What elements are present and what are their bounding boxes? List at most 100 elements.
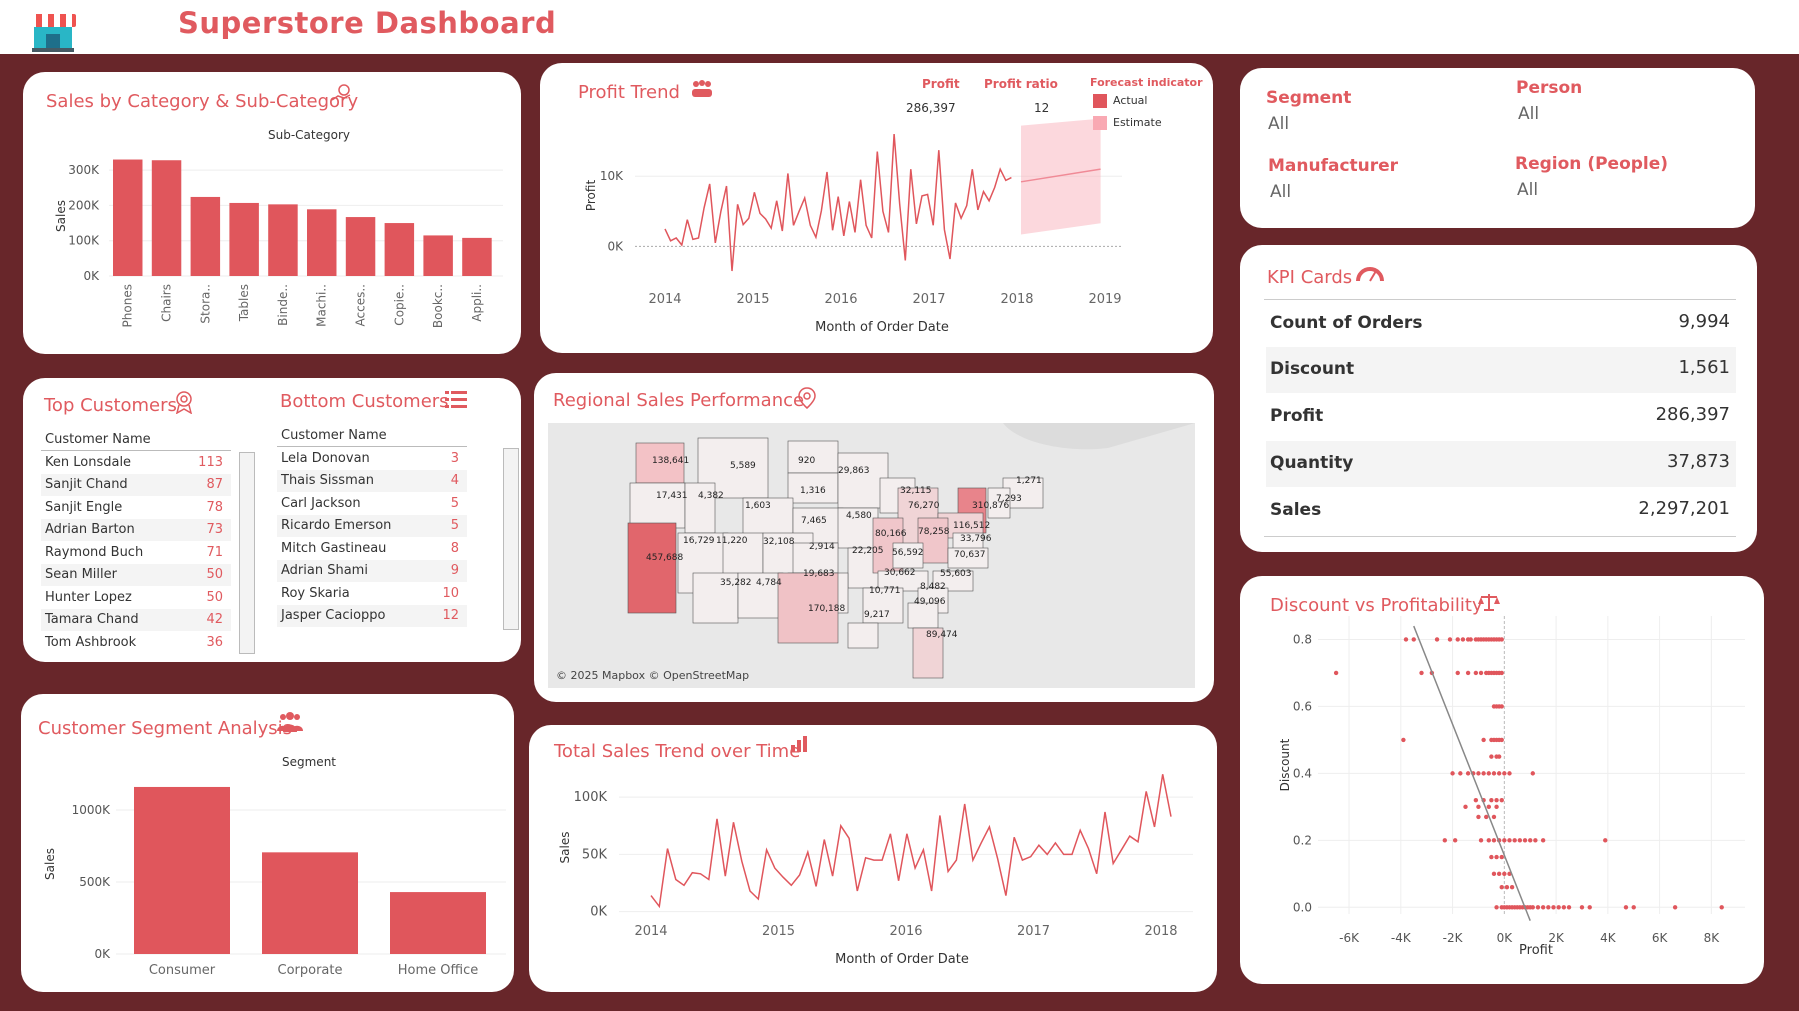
customer-count: 5 — [450, 496, 459, 511]
x-tick-label: Chairs — [160, 284, 174, 322]
table-row[interactable]: Thais Sissman 4 — [277, 470, 467, 492]
table-row[interactable]: Raymond Buch 71 — [41, 542, 231, 564]
map-attribution[interactable]: © 2025 Mapbox © OpenStreetMap — [556, 669, 750, 682]
state-sales-label: 5,589 — [730, 461, 756, 471]
table-row[interactable]: Roy Skaria 10 — [277, 583, 467, 605]
table-row[interactable]: Tom Ashbrook 36 — [41, 632, 231, 654]
manufacturer-filter-value[interactable]: All — [1270, 182, 1292, 202]
table-row[interactable]: Ricardo Emerson 5 — [277, 515, 467, 537]
customer-count: 42 — [206, 612, 223, 627]
y-axis-label: Profit — [584, 180, 598, 212]
table-row[interactable]: Jasper Cacioppo 12 — [277, 605, 467, 627]
scatter-point — [1486, 838, 1491, 843]
x-tick-label: Phones — [121, 284, 135, 327]
x-tick-label: -2K — [1443, 931, 1464, 945]
y-tick-label: 0.6 — [1293, 699, 1312, 713]
state-sales-label: 4,382 — [698, 491, 724, 501]
customer-count: 71 — [206, 545, 223, 560]
segment-filter-value[interactable]: All — [1268, 114, 1290, 134]
state-sales-label: 1,271 — [1016, 476, 1042, 486]
scatter-point — [1528, 838, 1533, 843]
table-row[interactable]: Tamara Chand 42 — [41, 609, 231, 631]
bar — [229, 202, 259, 276]
state-shape — [932, 570, 974, 592]
table-row[interactable]: Sean Miller 50 — [41, 564, 231, 586]
scatter-point — [1494, 905, 1499, 910]
state-shape — [847, 622, 879, 649]
x-axis-label: Month of Order Date — [835, 952, 969, 967]
y-tick-label: 300K — [68, 163, 100, 177]
state-sales-label: 4,784 — [756, 578, 782, 588]
kpi-row-discount: Discount 1,561 — [1266, 347, 1736, 393]
table-row[interactable]: Carl Jackson 5 — [277, 493, 467, 515]
region-filter-value[interactable]: All — [1517, 180, 1539, 200]
table-row[interactable]: Adrian Shami 9 — [277, 560, 467, 582]
legend-estimate[interactable]: Estimate — [1093, 116, 1162, 130]
profit-ratio-label: Profit ratio — [984, 77, 1058, 91]
state-sales-label: 138,641 — [652, 456, 689, 466]
table-row[interactable]: Lela Donovan 3 — [277, 448, 467, 470]
sub-category-header: Sub-Category — [268, 128, 350, 142]
us-sales-map[interactable]: 138,641 5,589 920 17,431 4,382 1,316 29,863 32,… — [548, 423, 1195, 688]
x-axis-label: Month of Order Date — [815, 320, 949, 335]
state-sales-label: 70,637 — [954, 550, 986, 560]
scatter-point — [1491, 838, 1497, 843]
bar-chart-icon — [791, 736, 807, 752]
top-customers-table[interactable]: Customer Name Ken Lonsdale 113 Sanjit Cha… — [41, 432, 255, 654]
scatter-point — [1411, 637, 1416, 642]
table-row[interactable]: Adrian Barton 73 — [41, 519, 231, 541]
discount-scatter-chart[interactable]: 0.0 0.2 0.4 0.6 0.8 -6K -4K -2K 0K 2K 4K 6K 8K Discou… — [1240, 576, 1764, 984]
top-header-divider — [41, 450, 231, 451]
bar — [462, 237, 492, 276]
table-row[interactable]: Mitch Gastineau 8 — [277, 538, 467, 560]
sales-by-category-chart[interactable]: 0K 100K 200K 300K Sales Phones Chairs Stora.. Ta… — [23, 72, 521, 354]
customer-count: 12 — [442, 608, 459, 623]
scatter-point — [1491, 771, 1497, 776]
table-row[interactable]: Hunter Lopez 50 — [41, 587, 231, 609]
dashboard-header: Superstore Dashboard — [0, 0, 1799, 54]
scatter-point — [1450, 771, 1455, 776]
scatter-point — [1507, 838, 1512, 843]
sales-trend-chart[interactable]: 0K 50K 100K Sales 2014 2015 2016 2017 2018 Month … — [529, 725, 1217, 992]
bottom-customers-scrollbar[interactable] — [503, 448, 519, 630]
sales-trend-card: Total Sales Trend over Time 0K 50K 100K Sal… — [529, 725, 1217, 992]
table-row[interactable]: Ken Lonsdale 113 — [41, 452, 231, 474]
x-tick-label: 0K — [1497, 931, 1514, 945]
table-row[interactable]: Sanjit Engle 78 — [41, 497, 231, 519]
scatter-point — [1631, 905, 1636, 910]
x-tick-label: 2K — [1548, 931, 1565, 945]
customer-count: 4 — [450, 473, 459, 488]
state-sales-label: 76,270 — [908, 501, 940, 511]
x-tick-label: 2014 — [634, 924, 667, 939]
top-customers-scrollbar[interactable] — [239, 452, 255, 654]
profit-ratio-value: 12 — [1034, 101, 1050, 115]
location-pin-icon — [798, 387, 816, 409]
customer-count: 36 — [206, 635, 223, 650]
table-row[interactable]: Sanjit Chand 87 — [41, 474, 231, 496]
bottom-customers-title: Bottom Customers — [280, 391, 449, 412]
bar — [384, 223, 415, 276]
segment-chart[interactable]: 0K 500K 1000K Sales Consumer Corporate Home Of… — [21, 694, 514, 992]
scatter-point — [1403, 637, 1409, 642]
bottom-customers-table[interactable]: Customer Name Lela Donovan 3 Thais Sissma… — [277, 428, 519, 630]
state-shape — [947, 547, 989, 569]
manufacturer-filter-label: Manufacturer — [1268, 156, 1399, 176]
y-tick-label: 100K — [574, 790, 608, 805]
customer-name: Hunter Lopez — [45, 590, 132, 605]
scatter-point — [1494, 804, 1499, 810]
person-filter-value[interactable]: All — [1518, 104, 1540, 124]
scatter-point — [1434, 637, 1440, 642]
state-sales-label: 55,603 — [940, 569, 972, 579]
legend-actual[interactable]: Actual — [1093, 94, 1147, 108]
x-tick-label: 2015 — [762, 924, 795, 939]
scatter-point — [1522, 838, 1528, 843]
state-shape — [629, 482, 686, 529]
scale-icon — [1478, 594, 1500, 611]
state-sales-label: 30,662 — [884, 568, 916, 578]
profit-trend-chart[interactable]: 2014 2015 2016 2017 2018 20190K10KProfitMonth… — [540, 63, 1213, 353]
scatter-point — [1468, 637, 1473, 642]
state-sales-label: 116,512 — [953, 521, 990, 531]
y-tick-label: 0K — [590, 905, 607, 920]
y-tick-label: 0K — [83, 269, 100, 283]
discount-title: Discount vs Profitability — [1270, 595, 1483, 616]
